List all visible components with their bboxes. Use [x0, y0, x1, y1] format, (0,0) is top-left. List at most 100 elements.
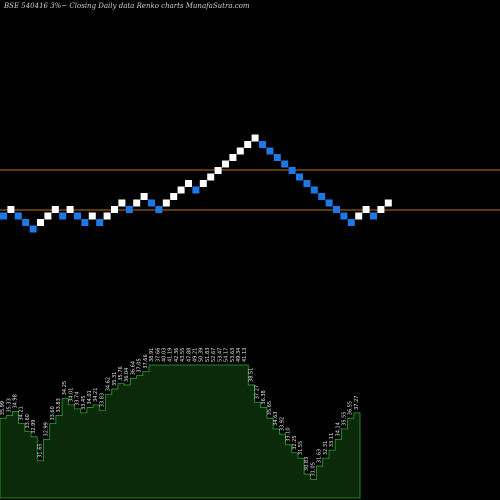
value-label: 34.63 — [273, 412, 279, 426]
value-label: 37.05 — [137, 358, 143, 372]
renko-brick-down — [148, 199, 155, 207]
renko-brick-up — [44, 212, 52, 220]
value-label: 37.66 — [155, 348, 161, 362]
renko-brick-down — [59, 212, 67, 220]
renko-brick-up — [177, 186, 185, 194]
value-label: 54.17 — [224, 348, 230, 362]
value-label: 40.03 — [161, 348, 167, 362]
renko-brick-down — [155, 206, 163, 213]
value-label: 36.04 — [124, 368, 130, 382]
renko-brick-up — [133, 199, 141, 207]
value-label: 35.55 — [341, 412, 347, 426]
value-label: 33.60 — [50, 406, 56, 420]
value-label: 33.60 — [25, 414, 31, 428]
renko-brick-up — [170, 193, 178, 200]
renko-brick-down — [370, 212, 377, 220]
value-label: 34.01 — [68, 388, 74, 402]
renko-brick-up — [355, 212, 363, 220]
value-label: 33.74 — [75, 392, 81, 406]
renko-brick-up — [199, 180, 207, 187]
value-label: 38.91 — [149, 348, 155, 362]
value-label: 37.66 — [143, 354, 149, 368]
value-label: 42.36 — [174, 348, 180, 362]
value-label: 41.13 — [242, 348, 248, 362]
renko-brick-up — [236, 147, 244, 155]
value-label: 31.55 — [298, 441, 304, 455]
renko-brick-down — [310, 186, 318, 194]
value-label: 33.92 — [279, 417, 285, 431]
value-label: 35.33 — [6, 398, 12, 412]
renko-brick-down — [259, 141, 266, 148]
renko-brick-down — [96, 219, 104, 226]
value-label: 47.88 — [186, 348, 192, 362]
renko-brick-up — [229, 154, 237, 161]
renko-brick-down — [125, 206, 133, 213]
value-label: 32.25 — [292, 435, 298, 449]
value-label: 31.63 — [317, 449, 323, 463]
value-label: 35.31 — [112, 372, 118, 386]
renko-brick-down — [325, 199, 333, 207]
value-label: 33.83 — [56, 398, 62, 412]
renko-brick-up — [51, 206, 59, 213]
renko-brick-up — [162, 199, 170, 207]
renko-brick-down — [288, 167, 296, 174]
value-label: 33.11 — [329, 433, 335, 447]
value-label: 34.01 — [87, 390, 93, 404]
renko-brick-down — [340, 212, 348, 220]
volume-area — [0, 364, 361, 499]
value-label: 32.99 — [44, 422, 50, 436]
value-label: 36.64 — [130, 361, 136, 375]
value-label: 49.34 — [236, 348, 242, 362]
renko-brick-up — [207, 173, 215, 181]
value-label: 37.27 — [255, 385, 261, 399]
value-label: 53.63 — [230, 348, 236, 362]
renko-brick-up — [362, 206, 370, 213]
renko-brick-down — [266, 147, 274, 155]
value-label: 30.83 — [304, 457, 310, 471]
value-label: 41.19 — [168, 348, 174, 362]
renko-brick-up — [251, 134, 259, 142]
value-label: 36.55 — [348, 401, 354, 415]
value-label: 31.65 — [37, 443, 43, 457]
renko-brick-down — [29, 225, 37, 233]
value-label: 51.83 — [205, 348, 211, 362]
value-label: 38.51 — [248, 368, 254, 382]
value-label: 52.67 — [211, 348, 217, 362]
value-label: 34.14 — [335, 422, 341, 436]
value-label: 35.76 — [118, 366, 124, 380]
renko-brick-down — [318, 193, 326, 200]
value-label: 33.45 — [81, 396, 87, 410]
value-label: 35.65 — [267, 401, 273, 415]
renko-brick-up — [140, 193, 148, 200]
value-label: 53.47 — [217, 348, 223, 362]
renko-brick-up — [185, 180, 192, 187]
renko-brick-down — [192, 186, 200, 194]
renko-brick-up — [222, 160, 229, 168]
renko-brick-down — [14, 212, 22, 220]
renko-brick-down — [273, 154, 281, 161]
value-label: 34.25 — [62, 381, 68, 395]
renko-brick-down — [74, 212, 81, 220]
renko-brick-down — [296, 173, 303, 181]
renko-brick-up — [111, 206, 118, 213]
renko-brick-up — [88, 212, 96, 220]
value-label: 37.27 — [354, 396, 360, 410]
value-label: 36.38 — [261, 390, 267, 404]
renko-brick-up — [214, 167, 222, 174]
renko-brick-down — [22, 219, 30, 226]
value-label: 35.99 — [0, 401, 6, 415]
renko-brick-down — [347, 219, 355, 226]
value-label: 33.83 — [99, 393, 105, 407]
value-label: 34.21 — [19, 406, 25, 420]
value-label: 32.31 — [323, 441, 329, 455]
value-label: 34.62 — [106, 377, 112, 391]
renko-brick-up — [66, 206, 74, 213]
value-label: 34.98 — [13, 394, 19, 408]
renko-brick-up — [37, 219, 44, 226]
value-label: 33.10 — [286, 427, 292, 441]
value-label: 43.55 — [180, 348, 186, 362]
renko-brick-down — [303, 180, 311, 187]
value-label: 50.39 — [199, 348, 205, 362]
renko-brick-down — [0, 212, 7, 220]
